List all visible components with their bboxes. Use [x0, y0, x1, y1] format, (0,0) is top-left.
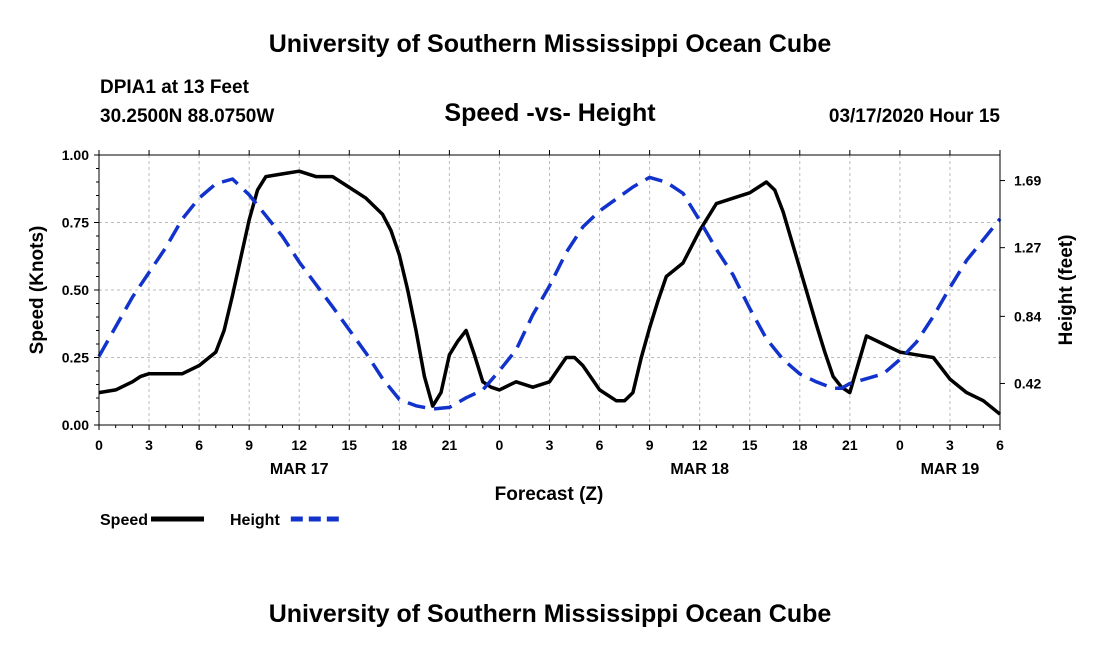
y2-tick-label: 0.42: [1014, 375, 1041, 391]
y2-axis-label: Height (feet): [1056, 235, 1077, 346]
x-tick-label: 6: [195, 437, 203, 453]
x-tick-label: 6: [996, 437, 1004, 453]
x-tick-label: 0: [496, 437, 504, 453]
y-tick-label: 0.75: [62, 215, 89, 231]
x-tick-label: 12: [291, 437, 307, 453]
legend-label-height: Height: [230, 512, 280, 529]
tick-layer: 0 3 6 9 12 15 18 21 0 3 6 9 12 15 18 21 0 3 6 MAR 17 MAR 18 M…: [62, 147, 1042, 478]
x-axis-label: Forecast (Z): [495, 484, 604, 505]
y-tick-label: 0.50: [62, 282, 89, 298]
x-tick-label: 12: [692, 437, 708, 453]
footer-title: University of Southern Mississippi Ocean…: [268, 600, 832, 628]
x-tick-label: 21: [442, 437, 458, 453]
x-tick-label: 0: [896, 437, 904, 453]
x-tick-label: 9: [646, 437, 654, 453]
coordinates-label: 30.2500N 88.0750W: [100, 106, 275, 127]
y-tick-label: 0.25: [62, 350, 89, 366]
x-tick-label: 0: [95, 437, 103, 453]
x-tick-label: 21: [842, 437, 858, 453]
y2-tick-label: 1.27: [1014, 240, 1041, 256]
x-tick-label: 9: [245, 437, 253, 453]
x-tick-label: 6: [596, 437, 604, 453]
chart-title: Speed -vs- Height: [444, 99, 656, 127]
y-tick-label: 0.00: [62, 417, 89, 433]
y2-tick-label: 0.84: [1014, 308, 1041, 324]
x-tick-label: 15: [742, 437, 758, 453]
date-label: MAR 19: [921, 461, 980, 478]
x-tick-label: 18: [392, 437, 408, 453]
series-line-height: [97, 175, 1002, 411]
x-tick-label: 18: [792, 437, 808, 453]
x-tick-label: 3: [145, 437, 153, 453]
legend-label-speed: Speed: [100, 512, 148, 529]
x-tick-label: 15: [341, 437, 357, 453]
series-line-speed: [98, 169, 1002, 416]
date-label: MAR 17: [270, 461, 329, 478]
y-axis-label: Speed (Knots): [27, 226, 48, 355]
x-tick-label: 3: [946, 437, 954, 453]
y2-tick-label: 1.69: [1014, 173, 1041, 189]
date-label: 03/17/2020 Hour 15: [828, 106, 1000, 127]
date-label: MAR 18: [670, 461, 729, 478]
y-tick-label: 1.00: [62, 147, 89, 163]
page-title: University of Southern Mississippi Ocean…: [268, 30, 832, 58]
station-label: DPIA1 at 13 Feet: [100, 77, 249, 98]
x-tick-label: 3: [546, 437, 554, 453]
legend: Speed Height: [100, 512, 344, 529]
series-layer: [97, 169, 1002, 416]
